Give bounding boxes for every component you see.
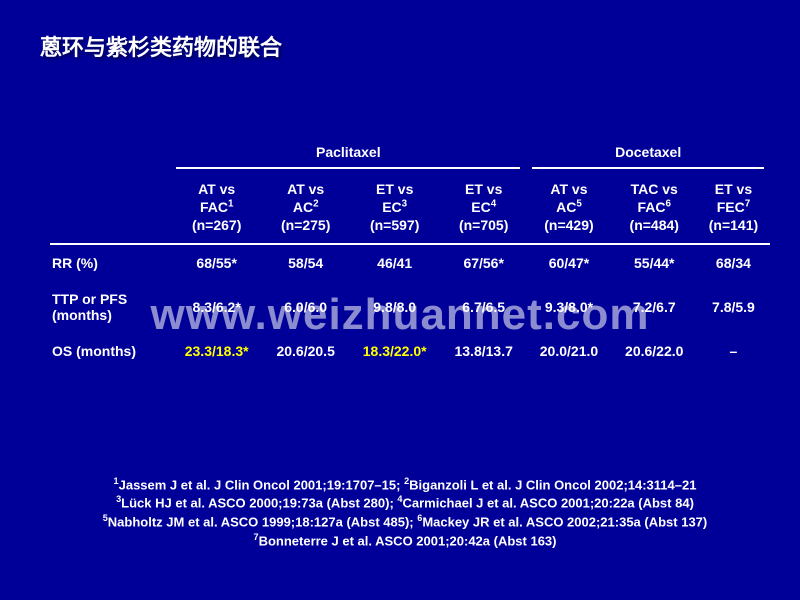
comparison-table: PaclitaxelDocetaxelAT vsFAC1(n=267)AT vs… [50, 140, 770, 369]
column-header: AT vsAC2(n=275) [263, 172, 348, 244]
slide-title: 蒽环与紫杉类药物的联合 [40, 30, 282, 62]
data-cell: 6.0/6.0 [263, 281, 348, 333]
data-cell: 20.0/21.0 [526, 333, 611, 369]
data-cell: 60/47* [526, 245, 611, 281]
row-label: RR (%) [50, 245, 170, 281]
data-cell: 67/56* [441, 245, 526, 281]
data-cell: 7.8/5.9 [697, 281, 770, 333]
column-header: ET vsFEC7(n=141) [697, 172, 770, 244]
column-header: ET vsEC3(n=597) [348, 172, 441, 244]
data-cell: 20.6/22.0 [612, 333, 697, 369]
row-label: OS (months) [50, 333, 170, 369]
references: 1Jassem J et al. J Clin Oncol 2001;19:17… [50, 475, 760, 551]
column-header: AT vsFAC1(n=267) [170, 172, 263, 244]
row-label: TTP or PFS(months) [50, 281, 170, 333]
reference-line: 3Lück HJ et al. ASCO 2000;19:73a (Abst 2… [50, 493, 760, 512]
data-cell: 46/41 [348, 245, 441, 281]
data-cell: 6.7/6.5 [441, 281, 526, 333]
data-cell: 68/34 [697, 245, 770, 281]
data-cell: 55/44* [612, 245, 697, 281]
reference-line: 7Bonneterre J et al. ASCO 2001;20:42a (A… [50, 531, 760, 550]
data-cell: 9.8/8.0 [348, 281, 441, 333]
data-cell: 23.3/18.3* [170, 333, 263, 369]
data-cell: 13.8/13.7 [441, 333, 526, 369]
column-header: ET vsEC4(n=705) [441, 172, 526, 244]
data-cell: 68/55* [170, 245, 263, 281]
group-header: Docetaxel [526, 140, 770, 164]
data-cell: 7.2/6.7 [612, 281, 697, 333]
group-header: Paclitaxel [170, 140, 526, 164]
data-cell: 8.3/6.2* [170, 281, 263, 333]
data-cell: 20.6/20.5 [263, 333, 348, 369]
column-header: TAC vsFAC6(n=484) [612, 172, 697, 244]
reference-line: 1Jassem J et al. J Clin Oncol 2001;19:17… [50, 475, 760, 494]
data-cell: 18.3/22.0* [348, 333, 441, 369]
data-cell: 9.3/8.0* [526, 281, 611, 333]
reference-line: 5Nabholtz JM et al. ASCO 1999;18:127a (A… [50, 512, 760, 531]
column-header: AT vsAC5(n=429) [526, 172, 611, 244]
data-cell: 58/54 [263, 245, 348, 281]
data-cell: – [697, 333, 770, 369]
